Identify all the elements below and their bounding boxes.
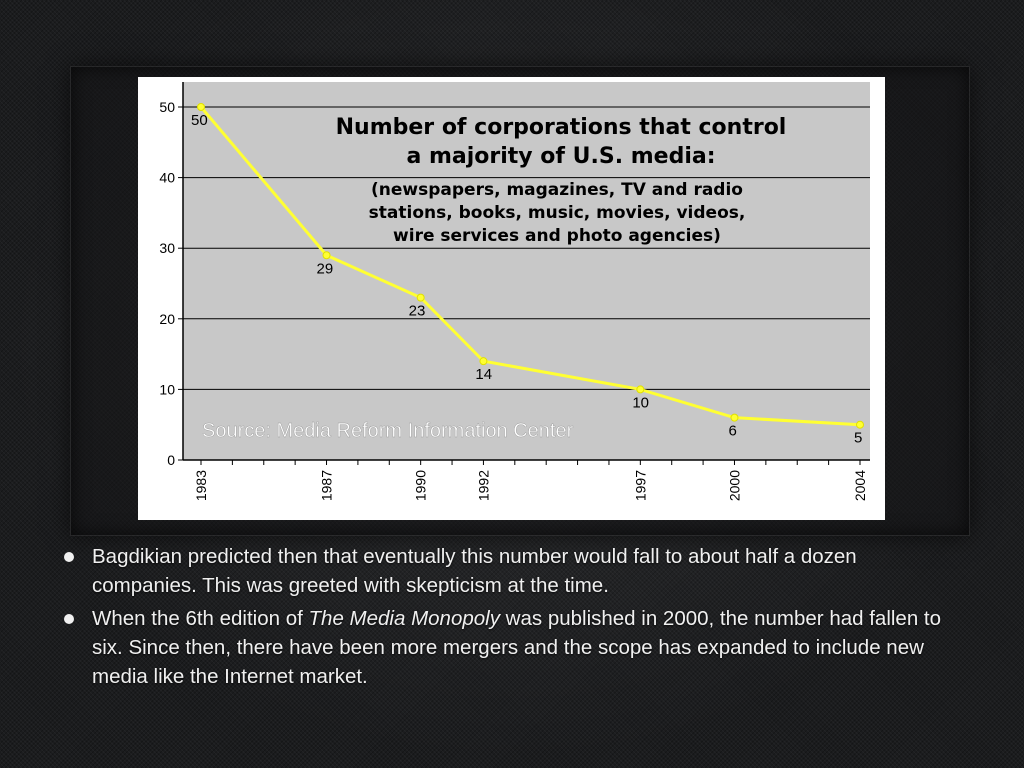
data-point (730, 413, 739, 422)
data-point (479, 357, 488, 366)
chart-title: a majority of U.S. media: (406, 144, 715, 169)
bullet-dot-icon (64, 552, 74, 562)
data-label: 14 (475, 366, 492, 383)
bullet-text-segment: was published in 2000, the number had fa… (92, 607, 942, 688)
chart-subtitle: stations, books, music, movies, videos, (369, 203, 746, 223)
x-tick-label: 2004 (852, 470, 868, 501)
plot-area (183, 82, 870, 460)
x-tick-label: 1992 (475, 470, 491, 501)
chart-subtitle: wire services and photo agencies) (393, 226, 721, 246)
bullet-text: Bagdikian predicted then that eventually… (92, 545, 857, 597)
bullet-text-segment: When the 6th edition of (92, 607, 309, 630)
y-tick-label: 0 (167, 452, 175, 468)
data-label: 5 (854, 430, 862, 447)
y-tick-label: 40 (159, 170, 175, 186)
data-label: 50 (191, 112, 208, 129)
x-tick-label: 1983 (193, 470, 209, 501)
source-note: Source: Media Reform Information Center (202, 420, 574, 442)
data-point (416, 293, 425, 302)
x-tick-label: 1997 (632, 470, 648, 501)
x-tick-label: 1987 (319, 470, 335, 501)
chart-title: Number of corporations that control (336, 115, 787, 140)
y-tick-label: 10 (159, 381, 175, 397)
x-tick-label: 1990 (413, 470, 429, 501)
data-point (197, 103, 205, 111)
data-label: 29 (317, 260, 334, 277)
y-tick-label: 30 (159, 240, 175, 256)
bullet-item: When the 6th edition of The Media Monopo… (62, 604, 962, 691)
bullet-item: Bagdikian predicted then that eventually… (62, 542, 962, 600)
book-title: The Media Monopoly (308, 607, 500, 630)
data-label: 6 (728, 423, 736, 440)
line-chart: 0 10 20 30 40 50 1983 1987 1990 1992 1997 2000 2004 5… (159, 82, 870, 501)
data-label: 23 (409, 303, 426, 320)
data-point (636, 385, 645, 394)
y-tick-label: 20 (159, 311, 175, 327)
chart-card: 0 10 20 30 40 50 1983 1987 1990 1992 1997 2000 2004 5… (138, 77, 885, 520)
data-point (856, 420, 864, 429)
bullet-dot-icon (64, 614, 74, 624)
data-label: 10 (632, 394, 649, 411)
bullet-list: Bagdikian predicted then that eventually… (62, 542, 962, 695)
y-tick-label: 50 (159, 99, 175, 115)
chart-subtitle: (newspapers, magazines, TV and radio (371, 180, 743, 200)
x-tick-label: 2000 (726, 470, 742, 501)
data-point (322, 251, 331, 260)
